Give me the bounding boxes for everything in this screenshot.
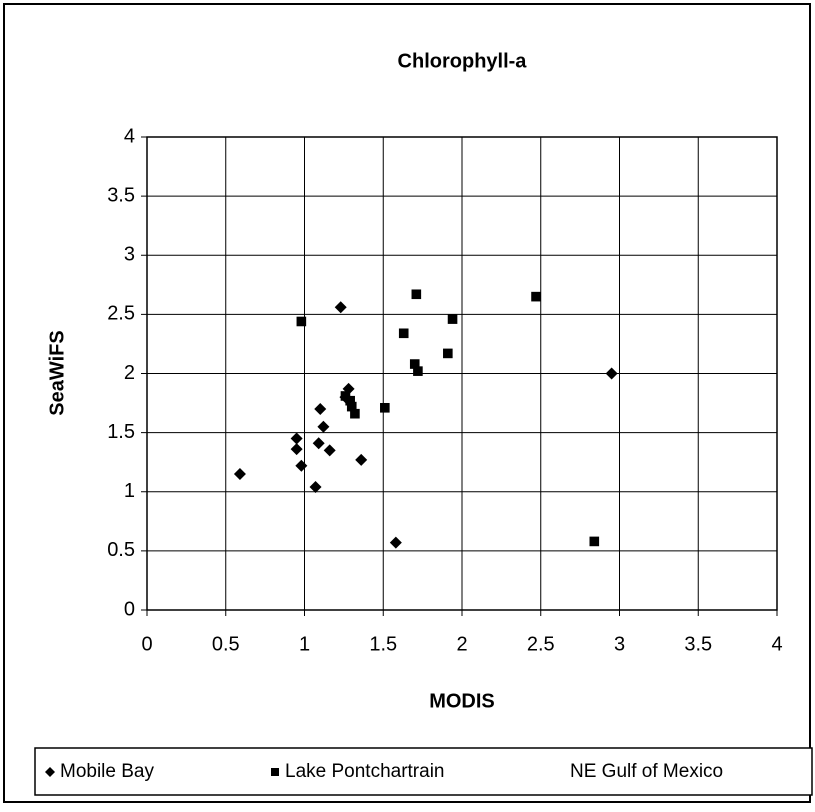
y-tick-label: 2 <box>124 362 135 384</box>
x-tick-label: 0 <box>141 633 152 655</box>
y-tick-label: 1 <box>124 480 135 502</box>
x-tick-label: 3 <box>614 633 625 655</box>
point <box>290 443 303 456</box>
x-axis-label: MODIS <box>429 690 495 712</box>
x-tick-label: 0.5 <box>212 633 240 655</box>
point <box>290 432 303 445</box>
point <box>295 459 308 472</box>
point <box>443 348 453 359</box>
point <box>398 328 409 339</box>
legend-label: NE Gulf of Mexico <box>570 761 723 782</box>
legend-marker <box>271 768 279 776</box>
x-tick-label: 4 <box>771 633 782 655</box>
legend-box <box>34 747 813 796</box>
point <box>409 359 420 369</box>
y-tick-label: 3.5 <box>107 184 135 206</box>
point <box>346 401 357 412</box>
legend-marker <box>555 767 565 777</box>
point <box>413 366 423 376</box>
legend-label: Mobile Bay <box>60 761 154 782</box>
chart-title: Chlorophyll-a <box>398 50 528 72</box>
point <box>447 314 458 324</box>
point <box>309 481 322 494</box>
x-tick-label: 3.5 <box>684 633 712 655</box>
point <box>317 420 330 433</box>
point <box>233 468 246 481</box>
y-tick-label: 3 <box>124 244 135 266</box>
point <box>380 402 390 413</box>
point <box>531 291 541 302</box>
point <box>355 453 368 466</box>
point <box>389 536 402 549</box>
point <box>350 408 360 419</box>
y-tick-label: 4 <box>124 125 135 147</box>
point <box>605 367 618 380</box>
point <box>411 289 422 300</box>
y-tick-label: 2.5 <box>107 303 135 325</box>
legend-marker <box>45 767 55 777</box>
legend-label: Lake Pontchartrain <box>285 761 445 782</box>
point <box>589 536 600 547</box>
y-tick-label: 0.5 <box>107 539 135 561</box>
point <box>314 402 327 415</box>
x-tick-label: 1.5 <box>369 633 397 655</box>
point <box>323 444 336 457</box>
y-axis-label: SeaWiFS <box>46 330 68 415</box>
point <box>334 301 347 314</box>
x-tick-label: 2.5 <box>527 633 555 655</box>
point <box>296 316 307 327</box>
point <box>345 395 355 406</box>
x-tick-label: 1 <box>299 633 310 655</box>
y-tick-label: 0 <box>124 598 135 620</box>
y-tick-label: 1.5 <box>107 421 135 443</box>
point <box>312 437 325 450</box>
x-tick-label: 2 <box>456 633 467 655</box>
